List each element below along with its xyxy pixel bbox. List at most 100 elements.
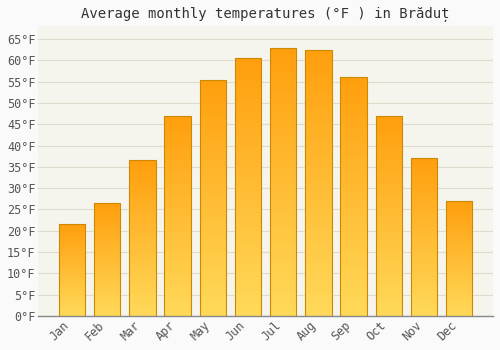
Bar bbox=[305, 84, 332, 87]
Bar bbox=[376, 194, 402, 196]
Bar bbox=[411, 158, 437, 316]
Bar bbox=[164, 144, 191, 146]
Bar bbox=[411, 210, 437, 212]
Bar bbox=[446, 300, 472, 301]
Bar bbox=[235, 164, 261, 167]
Bar bbox=[235, 138, 261, 141]
Bar bbox=[411, 240, 437, 242]
Bar bbox=[411, 169, 437, 171]
Bar bbox=[305, 199, 332, 202]
Bar bbox=[305, 305, 332, 308]
Bar bbox=[130, 303, 156, 305]
Bar bbox=[164, 256, 191, 258]
Bar bbox=[270, 190, 296, 193]
Bar bbox=[200, 314, 226, 316]
Bar bbox=[235, 156, 261, 159]
Bar bbox=[130, 277, 156, 279]
Bar bbox=[59, 288, 86, 289]
Bar bbox=[200, 257, 226, 259]
Bar bbox=[340, 285, 367, 287]
Bar bbox=[235, 66, 261, 69]
Bar bbox=[94, 286, 120, 287]
Bar bbox=[270, 284, 296, 286]
Bar bbox=[200, 309, 226, 311]
Bar bbox=[270, 182, 296, 184]
Bar bbox=[164, 124, 191, 126]
Bar bbox=[59, 285, 86, 286]
Bar bbox=[411, 183, 437, 185]
Bar bbox=[59, 281, 86, 282]
Bar bbox=[94, 203, 120, 204]
Bar bbox=[305, 132, 332, 135]
Bar bbox=[340, 232, 367, 235]
Bar bbox=[130, 314, 156, 316]
Bar bbox=[411, 185, 437, 187]
Bar bbox=[200, 238, 226, 240]
Bar bbox=[235, 241, 261, 244]
Bar bbox=[446, 226, 472, 228]
Bar bbox=[200, 278, 226, 280]
Bar bbox=[270, 107, 296, 109]
Bar bbox=[411, 176, 437, 177]
Bar bbox=[164, 214, 191, 216]
Bar bbox=[94, 208, 120, 209]
Bar bbox=[130, 160, 156, 316]
Bar bbox=[376, 188, 402, 190]
Bar bbox=[411, 174, 437, 176]
Bar bbox=[376, 206, 402, 208]
Bar bbox=[305, 76, 332, 79]
Bar bbox=[235, 58, 261, 61]
Bar bbox=[94, 211, 120, 212]
Bar bbox=[164, 182, 191, 184]
Bar bbox=[164, 152, 191, 154]
Bar bbox=[446, 265, 472, 266]
Bar bbox=[340, 223, 367, 225]
Bar bbox=[59, 287, 86, 288]
Bar bbox=[376, 282, 402, 284]
Bar bbox=[446, 292, 472, 293]
Bar bbox=[235, 220, 261, 223]
Bar bbox=[94, 258, 120, 259]
Bar bbox=[305, 287, 332, 289]
Bar bbox=[270, 278, 296, 281]
Bar bbox=[411, 161, 437, 163]
Bar bbox=[59, 260, 86, 261]
Bar bbox=[270, 163, 296, 166]
Bar bbox=[59, 292, 86, 293]
Bar bbox=[411, 270, 437, 272]
Bar bbox=[164, 228, 191, 230]
Bar bbox=[164, 140, 191, 142]
Bar bbox=[94, 307, 120, 308]
Bar bbox=[411, 225, 437, 226]
Bar bbox=[94, 239, 120, 240]
Bar bbox=[270, 128, 296, 131]
Bar bbox=[94, 241, 120, 243]
Bar bbox=[376, 166, 402, 168]
Bar bbox=[376, 150, 402, 152]
Bar bbox=[340, 99, 367, 101]
Bar bbox=[94, 305, 120, 306]
Bar bbox=[200, 245, 226, 247]
Bar bbox=[340, 144, 367, 147]
Bar bbox=[411, 168, 437, 169]
Bar bbox=[130, 263, 156, 265]
Bar bbox=[376, 118, 402, 120]
Bar bbox=[270, 56, 296, 58]
Bar bbox=[94, 292, 120, 293]
Bar bbox=[130, 305, 156, 307]
Bar bbox=[164, 208, 191, 210]
Bar bbox=[130, 224, 156, 226]
Bar bbox=[376, 246, 402, 248]
Bar bbox=[130, 293, 156, 294]
Bar bbox=[94, 226, 120, 227]
Bar bbox=[305, 169, 332, 172]
Bar bbox=[270, 109, 296, 112]
Bar bbox=[130, 313, 156, 314]
Bar bbox=[446, 294, 472, 295]
Bar bbox=[94, 210, 120, 211]
Bar bbox=[130, 243, 156, 244]
Bar bbox=[164, 148, 191, 150]
Bar bbox=[446, 280, 472, 281]
Bar bbox=[411, 295, 437, 297]
Bar bbox=[235, 61, 261, 63]
